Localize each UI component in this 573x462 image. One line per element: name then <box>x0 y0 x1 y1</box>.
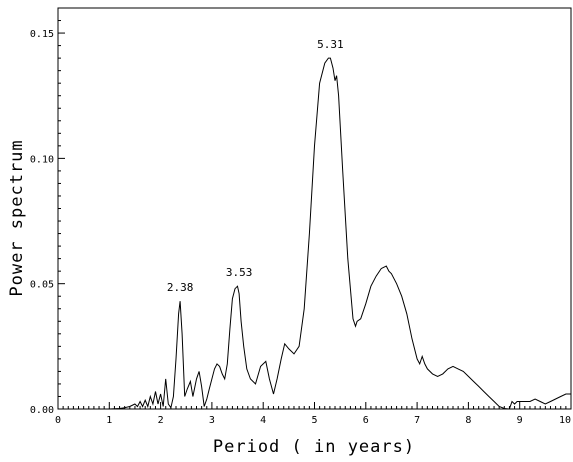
x-tick-label: 7 <box>414 415 420 426</box>
x-tick-label: 6 <box>363 415 369 426</box>
x-tick-label: 3 <box>209 415 215 426</box>
tick-labels: 0 1 2 3 4 5 6 7 8 9 10 0.00 0.05 0.10 0.15 <box>30 29 571 426</box>
x-tick-label: 1 <box>106 415 112 426</box>
x-tick-label: 10 <box>559 415 571 426</box>
x-tick-label: 9 <box>517 415 523 426</box>
peak-label: 3.53 <box>226 266 253 279</box>
x-tick-label: 5 <box>311 415 317 426</box>
y-tick-label: 0.00 <box>30 405 54 416</box>
series-line <box>109 57 571 410</box>
x-tick-label: 4 <box>260 415 266 426</box>
peak-label: 5.31 <box>317 38 344 51</box>
y-axis-title: Power spectrum <box>7 139 27 296</box>
x-tick-label: 0 <box>55 415 61 426</box>
peak-label: 2.38 <box>167 281 194 294</box>
peak-annotations: 2.38 3.53 5.31 <box>167 38 344 294</box>
x-tick-label: 8 <box>465 415 471 426</box>
plot-frame <box>57 7 572 410</box>
x-tick-label: 2 <box>158 415 164 426</box>
y-tick-label: 0.05 <box>30 280 54 291</box>
y-tick-label: 0.15 <box>30 29 54 40</box>
axis-ticks <box>57 7 572 410</box>
y-tick-label: 0.10 <box>30 154 54 165</box>
x-axis-title: Period ( in years) <box>213 437 415 457</box>
